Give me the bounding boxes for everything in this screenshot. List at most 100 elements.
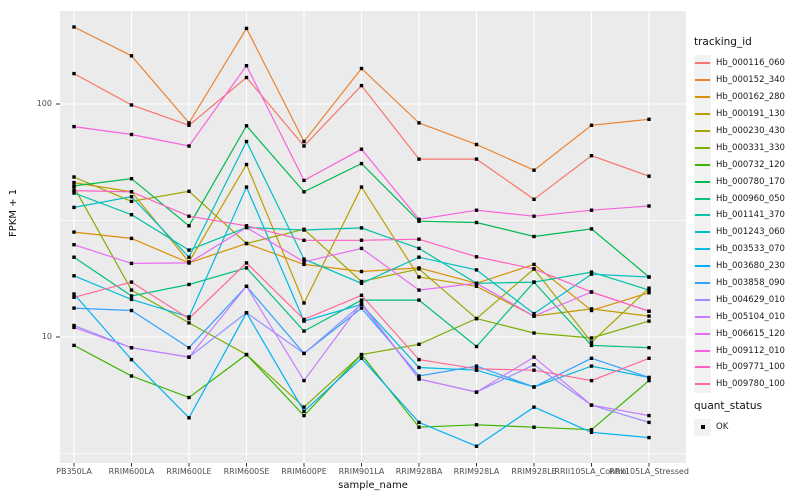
legend-label: Hb_009771_100: [716, 362, 785, 373]
x-tick-label: PB350LA: [56, 467, 92, 476]
x-tick-label: RRIM928BA: [395, 467, 443, 476]
x-tick-label: RRIM928LE: [511, 467, 557, 476]
legend-quant-status: quant_status OK: [694, 400, 798, 436]
legend-line-swatch: [695, 349, 710, 352]
legend-entry: Hb_001141_370: [694, 206, 798, 224]
legend-label: Hb_000960_050: [716, 193, 785, 204]
legend-line-swatch: [695, 62, 710, 65]
legend-label: Hb_006615_120: [716, 328, 785, 339]
legend-line-swatch: [695, 231, 710, 234]
legend-entry: Hb_000732_120: [694, 156, 798, 174]
legend-label: Hb_000162_280: [716, 92, 785, 103]
legend-line-swatch: [695, 366, 710, 369]
legend-label: Hb_000331_330: [716, 142, 785, 153]
legend-entry: Hb_000331_330: [694, 139, 798, 157]
legend-label: Hb_000780_170: [716, 176, 785, 187]
legend-line-swatch: [695, 197, 710, 200]
legend-entry: Hb_000191_130: [694, 105, 798, 123]
legend-key-box: [694, 122, 711, 140]
legend-label: Hb_000116_060: [716, 58, 785, 69]
legend-key-box: [694, 223, 711, 241]
legend-label: Hb_004629_010: [716, 294, 785, 305]
legend-key-box: [694, 88, 711, 106]
legend-label: Hb_009780_100: [716, 379, 785, 390]
legend-key-box: [694, 308, 711, 326]
legend-key-box: [694, 173, 711, 191]
legend-line-swatch: [695, 130, 710, 133]
legend-key-box: [694, 342, 711, 360]
legend-key-box: [694, 274, 711, 292]
y-tick-label: 10: [41, 332, 52, 341]
legend-key-box: [694, 291, 711, 309]
legend-entry: Hb_000116_060: [694, 54, 798, 72]
x-tick-label: RRIM600SE: [223, 467, 270, 476]
legend-tracking-id: tracking_id Hb_000116_060 Hb_000152_340 Hb…: [694, 36, 798, 393]
legend-label: Hb_001141_370: [716, 210, 785, 221]
legend-key-box: [694, 71, 711, 89]
x-axis-title: sample_name: [338, 480, 408, 491]
legend-rows: Hb_000116_060 Hb_000152_340 Hb_000162_280 H…: [694, 54, 798, 393]
legend-entry: Hb_009780_100: [694, 375, 798, 393]
legend-label: Hb_000191_130: [716, 109, 785, 120]
legend-line-swatch: [695, 265, 710, 268]
legend-entry: Hb_009771_100: [694, 358, 798, 376]
legend-label: Hb_000152_340: [716, 75, 785, 86]
legend-key-box: [694, 139, 711, 157]
legend-label: Hb_005104_010: [716, 311, 785, 322]
legend-line-swatch: [695, 180, 710, 183]
legend-label: Hb_000732_120: [716, 159, 785, 170]
legend-entry: Hb_006615_120: [694, 325, 798, 343]
x-tick-label: RRII105LA_Control: [554, 467, 629, 476]
legend-label: Hb_003858_090: [716, 278, 785, 289]
x-tick-label: RRIM600PE: [281, 467, 327, 476]
legend-line-swatch: [695, 248, 710, 251]
y-axis-title: FPKM + 1: [8, 188, 19, 237]
x-tick-label: RRIM928LA: [453, 467, 500, 476]
legend-entry: Hb_000152_340: [694, 71, 798, 89]
legend-key-box: [694, 190, 711, 208]
legend-entry: Hb_001243_060: [694, 223, 798, 241]
legend-line-swatch: [695, 79, 710, 82]
legend-key-box: [694, 257, 711, 275]
legend-line-swatch: [695, 113, 710, 116]
x-tick-label: RRIM901LA: [338, 467, 385, 476]
legend-entry: Hb_003680_230: [694, 257, 798, 275]
x-tick-label: RRII105LA_Stressed: [609, 467, 689, 476]
legend-key-box: [694, 358, 711, 376]
legend-label: Hb_003680_230: [716, 261, 785, 272]
legend-line-swatch: [695, 96, 710, 99]
legend-line-swatch: [695, 383, 710, 386]
quant-legend-title: quant_status: [694, 400, 763, 412]
legend-line-swatch: [695, 298, 710, 301]
legend-key-box: [694, 105, 711, 123]
legend-label: Hb_000230_430: [716, 126, 785, 136]
quant-key-label: OK: [716, 422, 729, 433]
plot-panel: [56, 11, 686, 467]
legend-entry: Hb_000960_050: [694, 190, 798, 208]
legend-entry: Hb_003533_070: [694, 240, 798, 258]
legend-entry: Hb_000162_280: [694, 88, 798, 106]
legend-label: Hb_001243_060: [716, 227, 785, 238]
legend-label: Hb_003533_070: [716, 244, 785, 255]
legend-key-box: [694, 156, 711, 174]
legend-key-box: [694, 240, 711, 258]
x-tick-label: RRIM600LA: [108, 467, 155, 476]
legend-line-swatch: [695, 146, 710, 149]
y-tick-label: 100: [36, 99, 52, 108]
ok-point-icon: [700, 425, 705, 430]
legend-line-swatch: [695, 214, 710, 217]
legend-label: Hb_009112_010: [716, 345, 785, 356]
legend-line-swatch: [695, 332, 710, 335]
legend-entry: Hb_004629_010: [694, 291, 798, 309]
quant-key-box: [694, 418, 711, 436]
legend-entry: Hb_005104_010: [694, 308, 798, 326]
legend-key-box: [694, 375, 711, 393]
legend-key-box: [694, 325, 711, 343]
x-tick-label: RRIM600LE: [166, 467, 212, 476]
legend-line-swatch: [695, 315, 710, 318]
quant-legend-entry: OK: [694, 418, 798, 436]
legend-title: tracking_id: [694, 36, 752, 48]
legend-key-box: [694, 54, 711, 72]
legend-key-box: [694, 206, 711, 224]
